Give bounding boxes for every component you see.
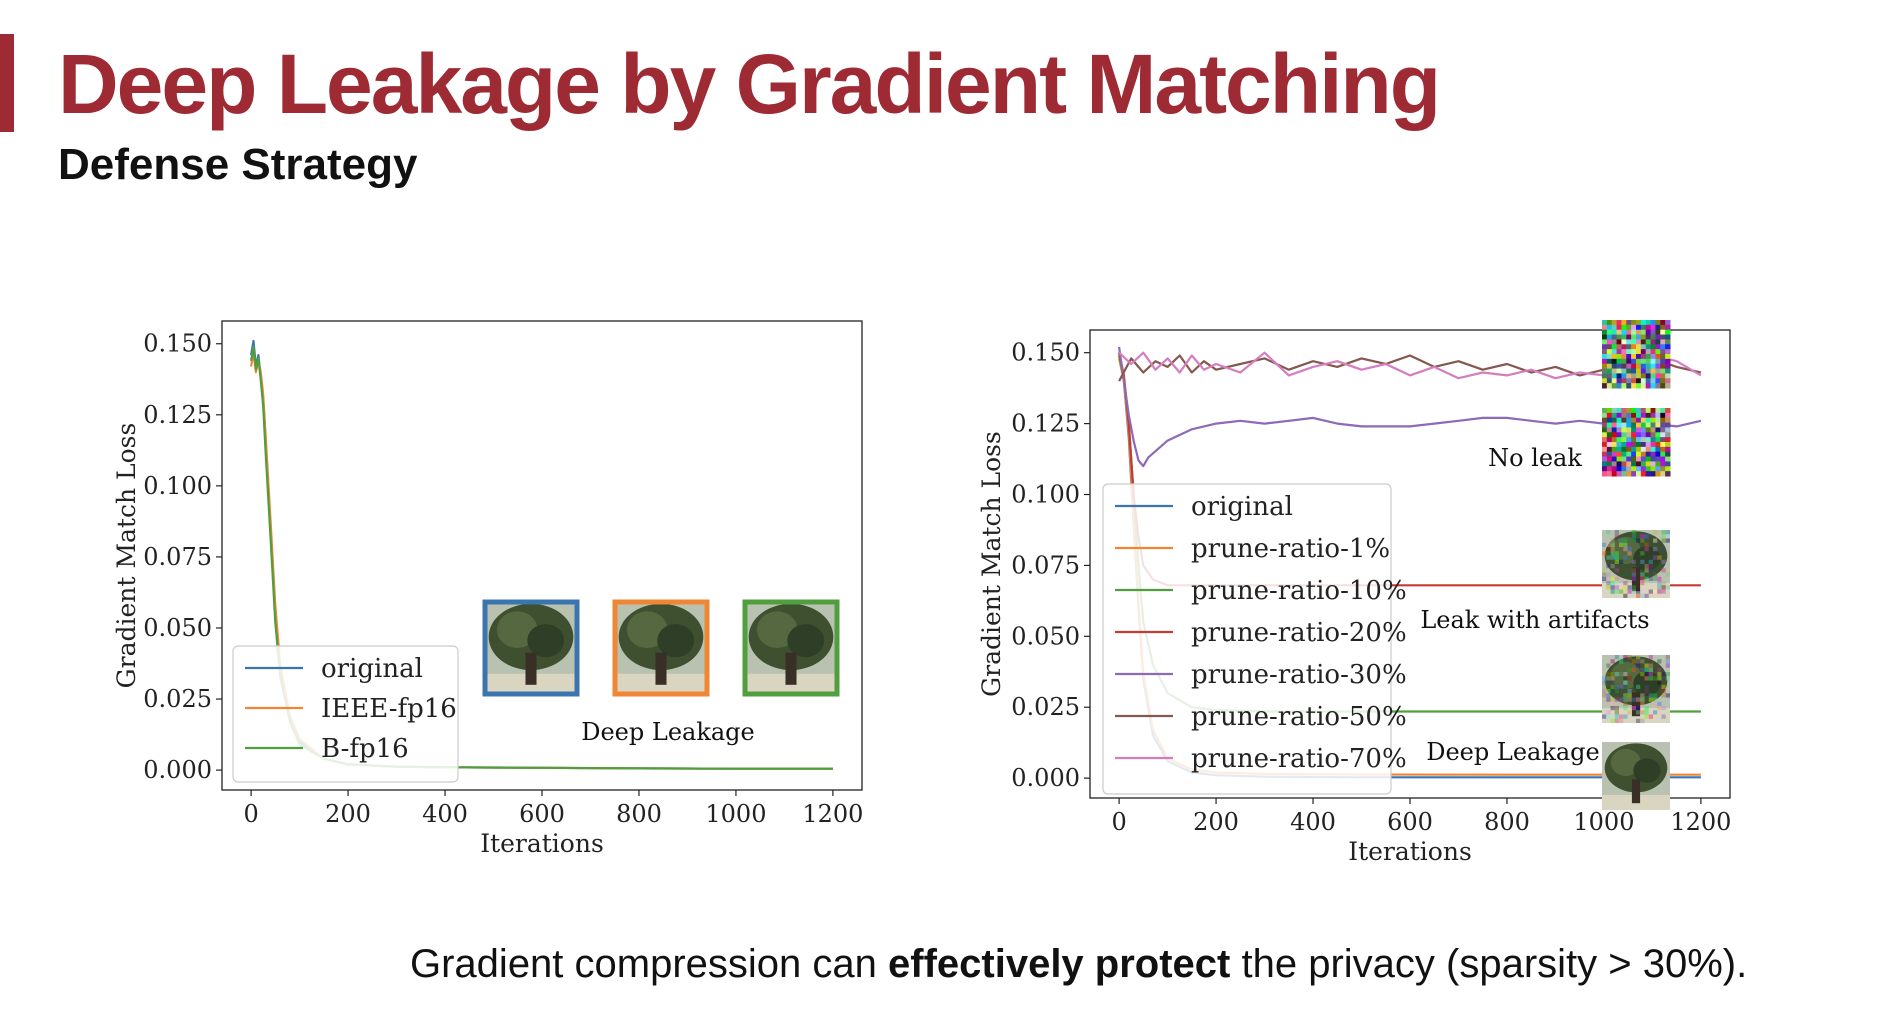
legend-box [1102,483,1392,795]
x-tick-label: 200 [325,800,371,828]
legend-label-4: prune-ratio-20% [1191,618,1407,648]
annotation-2: Leak with artifacts [1420,606,1649,634]
legend-label-7: prune-ratio-70% [1191,744,1407,774]
y-tick-label: 0.125 [143,401,212,429]
x-tick-label: 800 [616,800,662,828]
x-tick-label: 600 [519,800,565,828]
y-tick-label: 0.000 [143,756,212,784]
y-tick-label: 0.050 [143,614,212,642]
thumbnail-4 [1602,655,1670,723]
series-line-5 [1118,346,1702,468]
caption-pre: Gradient compression can [410,942,889,986]
x-axis-label: Iterations [1348,837,1472,866]
y-axis-label: Gradient Match Loss [112,423,141,689]
thumbnail-1 [1602,320,1671,389]
y-tick-label: 0.100 [143,472,212,500]
x-tick-label: 1200 [1670,808,1731,836]
y-tick-label: 0.150 [1011,339,1080,367]
legend-label-2: prune-ratio-1% [1191,534,1390,564]
x-tick-label: 0 [243,800,258,828]
slide-title: Deep Leakage by Gradient Matching [58,37,1441,131]
thumbnail-3 [742,599,840,697]
thumbnail-2 [1602,408,1671,477]
annotation-1: No leak [1488,444,1582,472]
y-tick-label: 0.125 [1011,410,1080,438]
x-tick-label: 800 [1484,808,1530,836]
y-tick-label: 0.150 [143,330,212,358]
series-line-7 [1118,351,1702,380]
thumbnail-3 [1602,530,1670,598]
legend-label-1: original [1191,492,1293,522]
x-tick-label: 400 [422,800,468,828]
legend-label-6: prune-ratio-50% [1191,702,1407,732]
x-tick-label: 400 [1290,808,1336,836]
thumbnail-2 [612,599,710,697]
legend: original IEEE-fp16 B-fp16 [232,645,459,783]
x-tick-label: 1000 [1573,808,1634,836]
caption-bold: effectively protect [888,942,1231,986]
slide-subtitle: Defense Strategy [58,140,418,189]
x-tick-label: 1000 [705,800,766,828]
accent-bar [0,34,14,132]
y-tick-label: 0.000 [1011,764,1080,792]
legend-label-1: original [321,654,423,684]
legend-label-3: B-fp16 [321,734,409,764]
y-tick-label: 0.025 [143,685,212,713]
caption-post: the privacy (sparsity > 30%). [1230,942,1748,986]
x-tick-label: 0 [1111,808,1126,836]
thumbnail-5 [1602,742,1670,810]
thumbnail-1 [482,599,580,697]
annotation-3: Deep Leakage [1426,738,1600,766]
y-axis-label: Gradient Match Loss [977,431,1006,697]
x-axis-label: Iterations [480,829,604,858]
legend-label-5: prune-ratio-30% [1191,660,1407,690]
x-tick-label: 200 [1193,808,1239,836]
y-tick-label: 0.075 [1011,551,1080,579]
y-tick-label: 0.075 [143,543,212,571]
x-tick-label: 600 [1387,808,1433,836]
y-tick-label: 0.050 [1011,622,1080,650]
legend: original prune-ratio-1% prune-ratio-10% pru… [1102,483,1407,795]
legend-label-3: prune-ratio-10% [1191,576,1407,606]
x-tick-label: 1200 [802,800,863,828]
y-tick-label: 0.025 [1011,693,1080,721]
legend-label-2: IEEE-fp16 [321,694,457,724]
y-tick-label: 0.100 [1011,481,1080,509]
annotation-1: Deep Leakage [581,718,755,746]
caption: Gradient compression can effectively pro… [410,942,1747,987]
